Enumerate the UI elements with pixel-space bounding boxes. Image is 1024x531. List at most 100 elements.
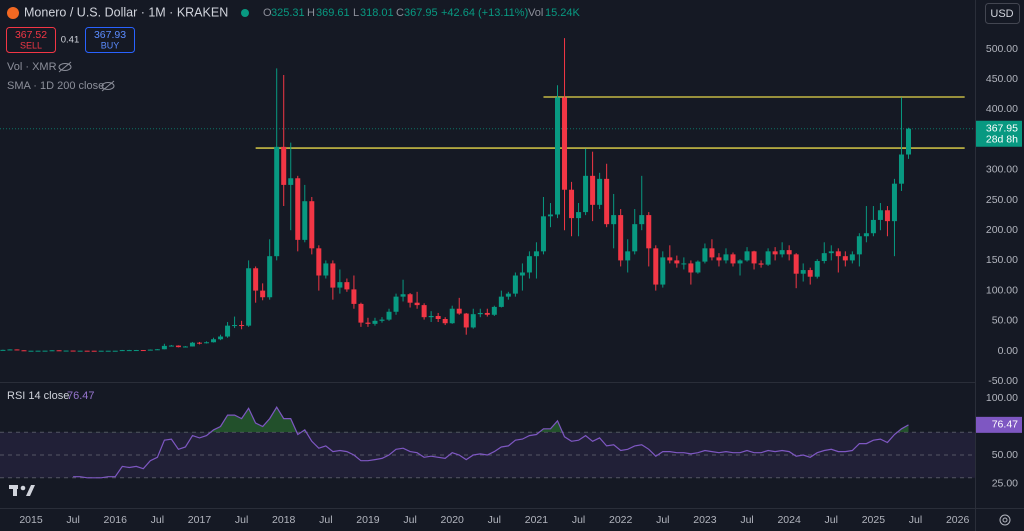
candle-body bbox=[463, 313, 469, 328]
buy-button[interactable] bbox=[85, 27, 135, 53]
x-tick-label: Jul bbox=[740, 514, 753, 526]
c-label: C bbox=[396, 7, 404, 19]
tradingview-logo[interactable] bbox=[9, 485, 35, 496]
candle-body bbox=[807, 270, 813, 277]
settings-icon[interactable] bbox=[999, 514, 1011, 526]
candle-body bbox=[898, 154, 904, 184]
candle-body bbox=[98, 350, 104, 352]
candle-body bbox=[526, 256, 532, 273]
candle-body bbox=[105, 350, 111, 352]
candle-body bbox=[49, 350, 55, 352]
candle-body bbox=[709, 248, 715, 258]
sma-indicator[interactable]: SMA · 1D 200 close bbox=[7, 80, 104, 92]
candle-body bbox=[414, 302, 420, 306]
candle-body bbox=[260, 290, 266, 298]
candle-body bbox=[884, 210, 890, 222]
x-tick-label: Jul bbox=[909, 514, 922, 526]
vol-indicator[interactable]: Vol · XMR bbox=[7, 61, 57, 73]
candle-body bbox=[316, 248, 322, 276]
x-tick-label: Jul bbox=[235, 514, 248, 526]
candle-body bbox=[590, 175, 596, 205]
candle-body bbox=[639, 215, 645, 225]
candle-body bbox=[63, 350, 69, 352]
candle-body bbox=[653, 248, 659, 285]
candle-body bbox=[891, 183, 897, 222]
candle-body bbox=[505, 293, 511, 297]
hide-icon[interactable] bbox=[101, 80, 115, 92]
symbol[interactable]: Monero / U.S. Dollar · 1M · KRAKEN bbox=[24, 5, 228, 19]
candle-body bbox=[828, 251, 834, 254]
candle-body bbox=[540, 216, 546, 252]
x-tick-label: Jul bbox=[151, 514, 164, 526]
candle-body bbox=[576, 212, 582, 219]
candle-body bbox=[421, 305, 427, 318]
candle-body bbox=[295, 178, 301, 240]
candle-body bbox=[632, 224, 638, 252]
candle-body bbox=[695, 261, 701, 273]
candle-body bbox=[428, 315, 434, 318]
candle-body bbox=[856, 236, 862, 255]
rsi-title[interactable]: RSI 14 close bbox=[7, 390, 69, 402]
candle-body bbox=[372, 320, 378, 324]
candle-body bbox=[646, 215, 652, 249]
y-tick-label: 100.00 bbox=[986, 284, 1018, 296]
candle-body bbox=[274, 146, 280, 257]
candle-body bbox=[751, 251, 757, 264]
x-tick-label: Jul bbox=[403, 514, 416, 526]
candle-body bbox=[21, 350, 27, 352]
candle-body bbox=[562, 97, 568, 190]
candle-body bbox=[477, 312, 483, 315]
candle-body bbox=[906, 128, 911, 155]
rsi-tick-label: 100.00 bbox=[986, 392, 1018, 404]
currency-button[interactable] bbox=[985, 3, 1020, 24]
l-label: L bbox=[353, 7, 359, 19]
candle-body bbox=[877, 210, 883, 220]
candle-body bbox=[168, 345, 174, 347]
candle-body bbox=[435, 315, 441, 319]
rsi-tick-label: 50.00 bbox=[992, 449, 1018, 461]
candle-body bbox=[351, 289, 357, 304]
candle-body bbox=[330, 263, 336, 288]
x-tick-label: 2020 bbox=[441, 514, 465, 526]
y-tick-label: 300.00 bbox=[986, 164, 1018, 176]
x-tick-label: Jul bbox=[825, 514, 838, 526]
x-tick-label: 2025 bbox=[862, 514, 886, 526]
candle-body bbox=[470, 314, 476, 328]
x-tick-label: 2023 bbox=[693, 514, 717, 526]
candle-body bbox=[597, 178, 603, 205]
candle-body bbox=[716, 257, 722, 261]
candle-body bbox=[863, 233, 869, 237]
coin-logo bbox=[7, 7, 19, 19]
x-tick-label: Jul bbox=[488, 514, 501, 526]
candle-body bbox=[555, 97, 560, 215]
y-tick-label: 500.00 bbox=[986, 43, 1018, 55]
candle-body bbox=[211, 339, 217, 343]
o-label: O bbox=[263, 7, 272, 19]
candle-body bbox=[365, 322, 371, 324]
candle-body bbox=[77, 350, 83, 352]
x-tick-label: 2021 bbox=[525, 514, 549, 526]
candle-body bbox=[667, 257, 673, 261]
candle-body bbox=[723, 254, 729, 261]
hide-icon[interactable] bbox=[58, 61, 72, 73]
sell-button[interactable] bbox=[6, 27, 56, 53]
l-value: 318.01 bbox=[360, 7, 394, 19]
candle-body bbox=[323, 263, 329, 276]
candle-body bbox=[56, 350, 62, 352]
candle-body bbox=[604, 178, 610, 225]
candle-body bbox=[737, 260, 743, 264]
candle-body bbox=[407, 294, 413, 303]
candle-body bbox=[533, 251, 539, 257]
candle-body bbox=[688, 263, 694, 273]
vol-value: 15.24K bbox=[545, 7, 581, 19]
x-tick-label: Jul bbox=[66, 514, 79, 526]
market-status[interactable] bbox=[241, 9, 249, 17]
candle-body bbox=[484, 312, 490, 315]
candle-body bbox=[28, 350, 34, 352]
candle-body bbox=[126, 350, 132, 352]
candle-body bbox=[583, 175, 589, 213]
x-tick-label: Jul bbox=[572, 514, 585, 526]
candle-body bbox=[456, 308, 462, 314]
candle-body bbox=[849, 254, 855, 261]
x-tick-label: 2022 bbox=[609, 514, 633, 526]
